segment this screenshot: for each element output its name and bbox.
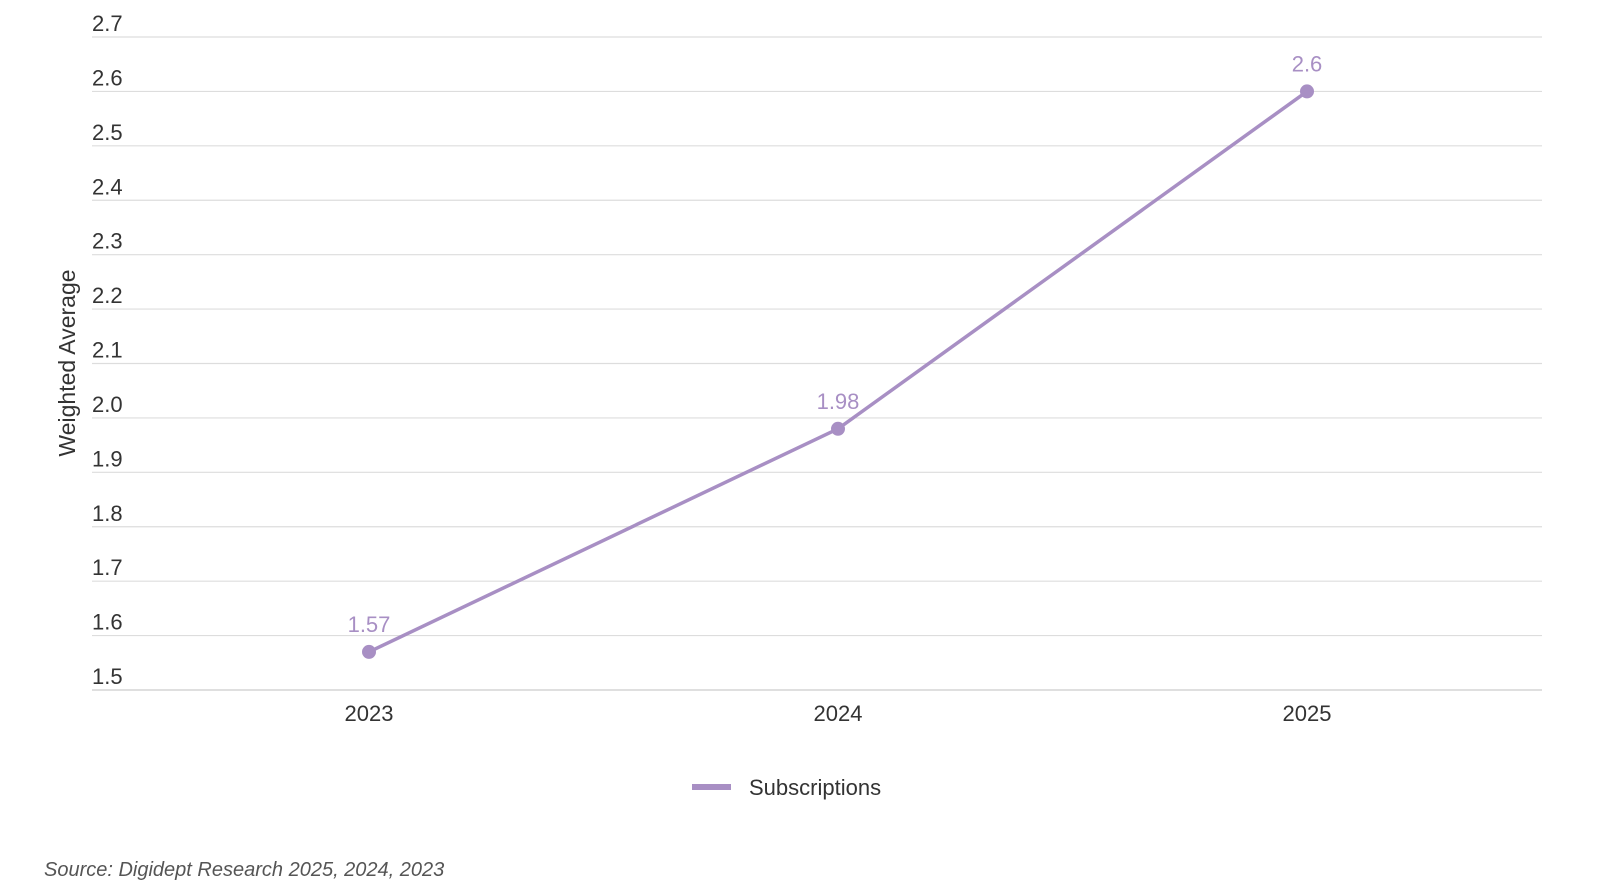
y-tick-label: 2.0 xyxy=(92,392,123,417)
series-layer: 1.57 1.98 2.6 xyxy=(348,51,1323,659)
y-tick-label: 1.6 xyxy=(92,610,123,635)
x-tick-label: 2023 xyxy=(345,701,394,726)
data-point[interactable] xyxy=(1300,84,1314,99)
y-axis-ticks: 1.5 1.6 1.7 1.8 1.9 2.0 2.1 2.2 2.3 2.4 2.5 2.6 2.7 xyxy=(92,11,123,689)
y-tick-label: 1.7 xyxy=(92,555,123,580)
y-tick-label: 1.5 xyxy=(92,664,123,689)
y-tick-label: 2.1 xyxy=(92,338,123,363)
legend[interactable]: Subscriptions xyxy=(692,775,881,800)
y-tick-label: 2.3 xyxy=(92,229,123,254)
data-point[interactable] xyxy=(831,421,845,436)
y-axis-label: Weighted Average xyxy=(54,269,80,456)
x-tick-label: 2024 xyxy=(814,701,863,726)
y-tick-label: 1.8 xyxy=(92,501,123,526)
series-line-subscriptions xyxy=(367,89,1309,654)
y-tick-label: 2.6 xyxy=(92,65,123,90)
y-tick-label: 2.7 xyxy=(92,11,123,36)
legend-label-subscriptions: Subscriptions xyxy=(749,775,881,800)
data-point[interactable] xyxy=(362,644,376,659)
data-label: 2.6 xyxy=(1292,51,1323,76)
x-axis-ticks: 2023 2024 2025 xyxy=(345,701,1332,726)
y-tick-label: 2.5 xyxy=(92,120,123,145)
x-tick-label: 2025 xyxy=(1283,701,1332,726)
data-label: 1.98 xyxy=(817,389,860,414)
y-tick-label: 2.2 xyxy=(92,283,123,308)
y-tick-label: 1.9 xyxy=(92,446,123,471)
source-note: Source: Digidept Research 2025, 2024, 20… xyxy=(44,859,445,881)
gridlines xyxy=(92,36,1542,691)
y-tick-label: 2.4 xyxy=(92,174,123,199)
data-label: 1.57 xyxy=(348,612,391,637)
